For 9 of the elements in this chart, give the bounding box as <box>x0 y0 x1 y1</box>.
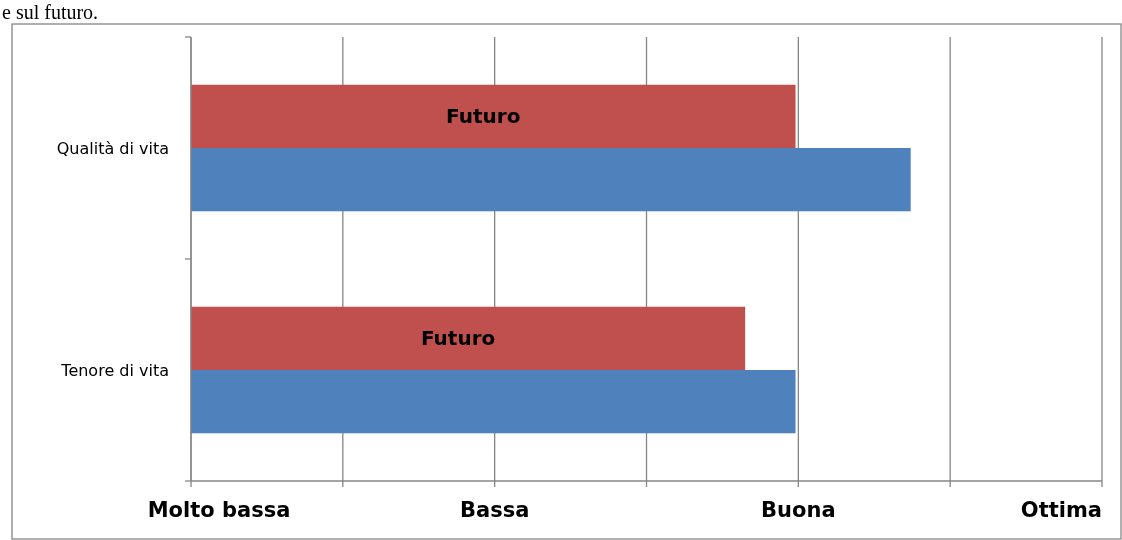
y-tick-label: Qualità di vita <box>56 138 169 158</box>
text: Ottima <box>1020 498 1102 522</box>
text: Molto bassa <box>147 498 291 522</box>
text: Bassa <box>459 498 530 522</box>
text: Buona <box>761 498 836 522</box>
y-tick-label: Tenore di vita <box>60 360 169 380</box>
text: e sul futuro. <box>2 1 99 23</box>
series-label: Futuro <box>446 104 521 129</box>
text: Futuro <box>420 326 496 351</box>
